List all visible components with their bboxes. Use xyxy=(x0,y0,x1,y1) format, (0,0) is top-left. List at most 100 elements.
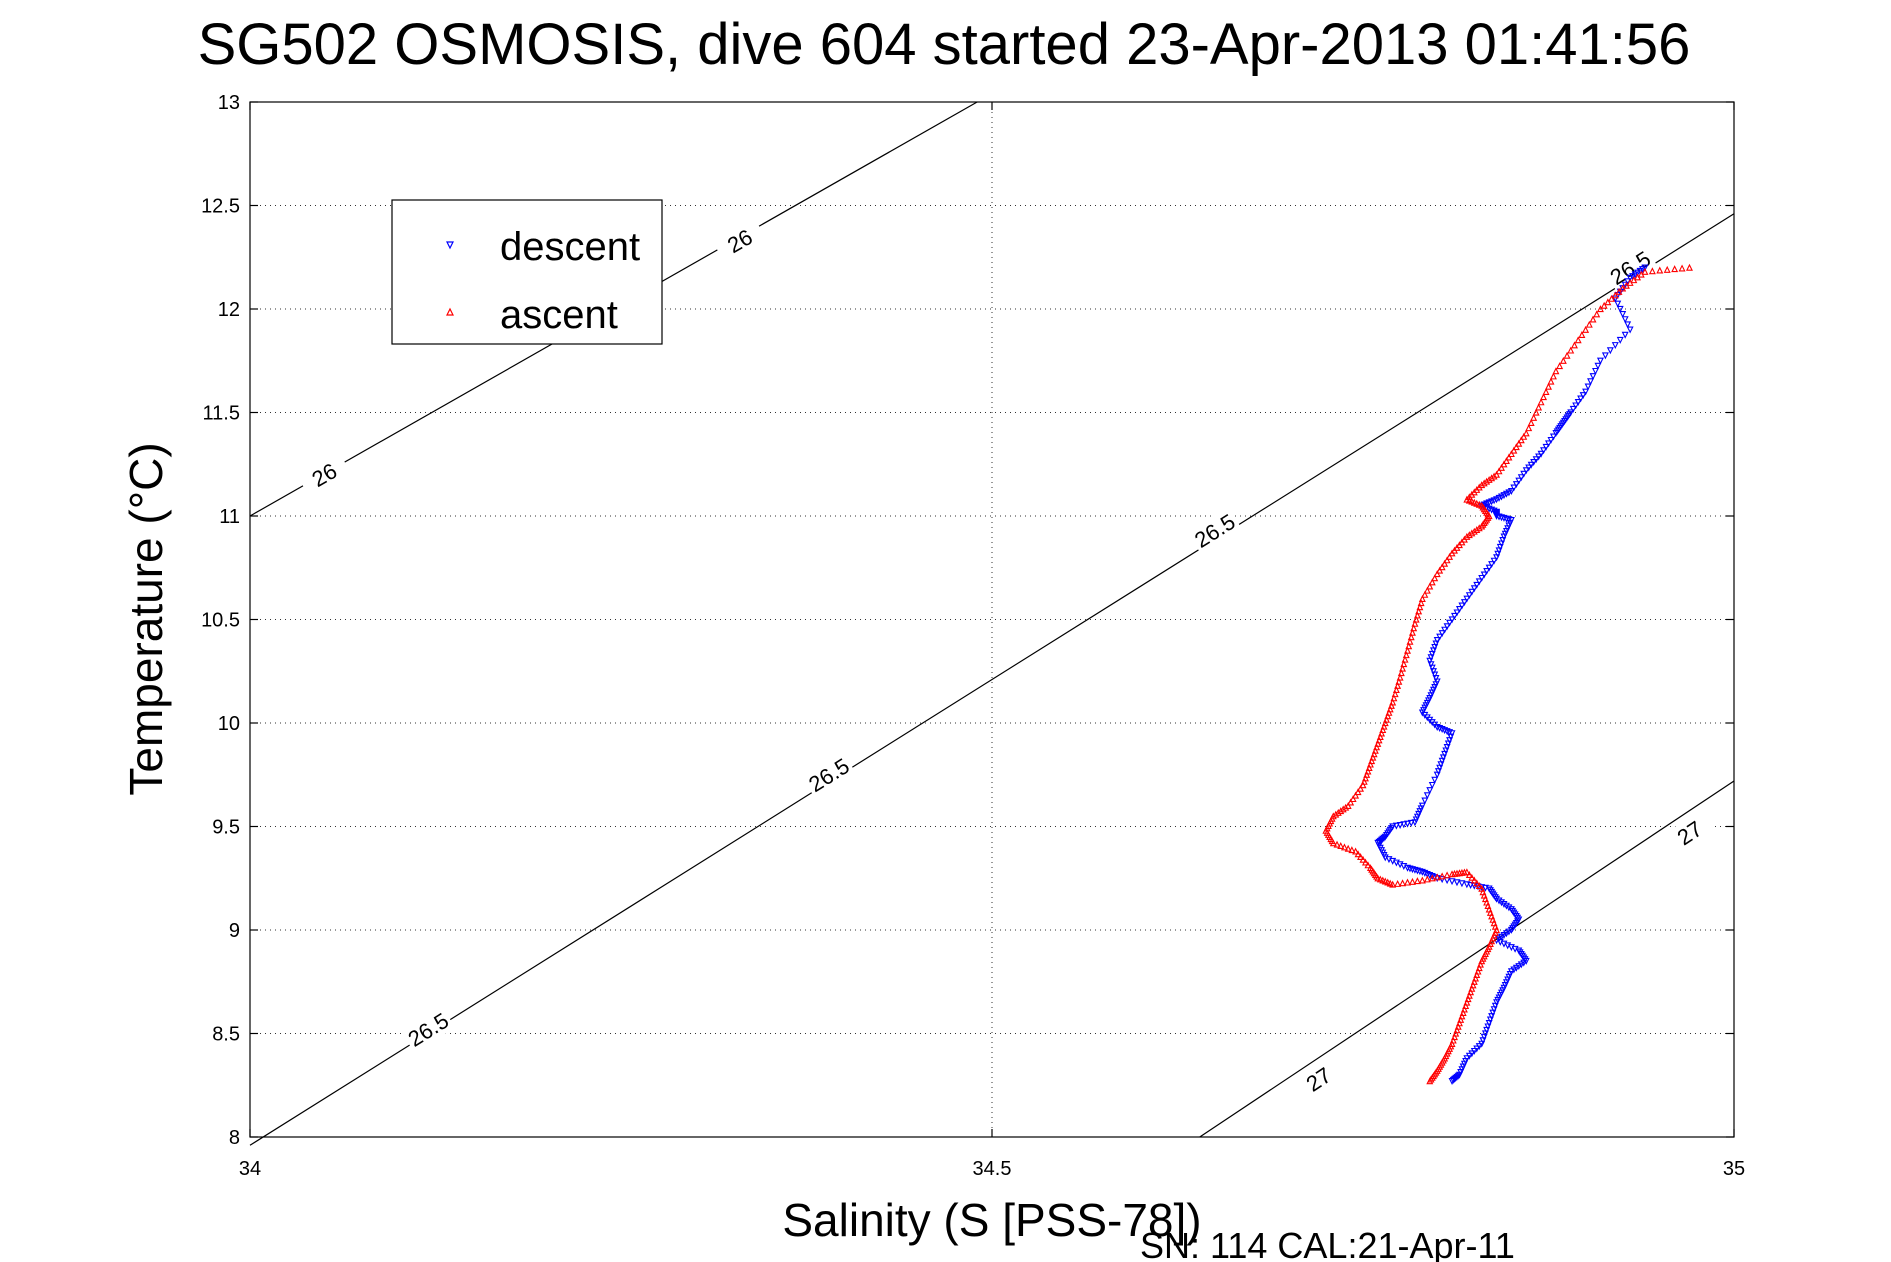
data-point-descent xyxy=(1502,930,1510,938)
data-point-ascent xyxy=(1443,556,1451,564)
data-point-descent xyxy=(1495,897,1503,905)
data-point-descent xyxy=(1490,497,1498,505)
data-point-descent xyxy=(1485,564,1493,572)
data-point-ascent xyxy=(1397,669,1405,677)
data-point-ascent xyxy=(1578,331,1586,339)
legend: descent ascent xyxy=(391,199,663,345)
data-point-ascent xyxy=(1401,655,1409,663)
data-point-descent xyxy=(1500,533,1508,541)
y-tick-label: 10.5 xyxy=(201,610,240,632)
data-point-ascent xyxy=(1600,301,1608,309)
data-point-descent xyxy=(1498,933,1505,941)
data-point-descent xyxy=(1465,592,1473,600)
data-point-ascent xyxy=(1329,839,1337,847)
data-point-ascent xyxy=(1648,267,1656,275)
data-point-descent xyxy=(1512,964,1520,972)
data-point-ascent xyxy=(1585,320,1593,328)
y-tick-label: 12.5 xyxy=(201,196,240,218)
data-point-descent xyxy=(1475,578,1483,586)
data-point-descent xyxy=(1638,266,1646,274)
data-point-descent xyxy=(1430,647,1437,655)
data-point-ascent xyxy=(1552,367,1560,375)
data-point-ascent xyxy=(1483,477,1491,485)
data-point-ascent xyxy=(1622,281,1630,289)
data-point-descent xyxy=(1490,1006,1498,1014)
data-point-ascent xyxy=(1540,393,1548,401)
data-point-ascent xyxy=(1478,522,1486,530)
data-point-ascent xyxy=(1641,267,1649,275)
data-point-ascent xyxy=(1348,846,1356,854)
data-point-ascent xyxy=(1611,291,1619,299)
data-point-ascent xyxy=(1478,481,1486,489)
data-point-descent xyxy=(1418,868,1426,876)
legend-label-descent: descent xyxy=(500,225,640,269)
data-point-ascent xyxy=(1451,546,1459,554)
data-point-ascent xyxy=(1656,266,1664,274)
y-tick-label: 11 xyxy=(219,506,240,528)
data-point-ascent xyxy=(1488,474,1496,482)
data-point-ascent xyxy=(1426,1077,1434,1085)
data-point-descent xyxy=(1624,321,1632,329)
data-point-descent xyxy=(1545,440,1552,448)
data-point-descent xyxy=(1611,342,1619,350)
data-point-ascent xyxy=(1537,398,1545,406)
data-point-descent xyxy=(1433,723,1441,731)
data-point-descent xyxy=(1520,470,1528,478)
data-point-descent xyxy=(1460,599,1468,607)
data-point-descent xyxy=(1458,880,1466,888)
data-point-descent xyxy=(1423,792,1431,800)
data-point-ascent xyxy=(1433,570,1441,578)
data-point-descent xyxy=(1619,311,1627,319)
data-point-descent xyxy=(1493,554,1501,562)
data-point-ascent xyxy=(1396,673,1404,681)
data-point-descent xyxy=(1438,630,1446,638)
data-point-ascent xyxy=(1468,529,1476,537)
data-point-ascent xyxy=(1400,660,1408,668)
data-point-ascent xyxy=(1500,460,1508,468)
data-point-ascent xyxy=(1389,880,1397,888)
data-point-ascent xyxy=(1515,439,1523,447)
series-descent xyxy=(1374,264,1649,1085)
data-point-ascent xyxy=(1630,276,1638,284)
data-point-descent xyxy=(1510,966,1518,974)
data-point-ascent xyxy=(1626,278,1634,286)
data-point-ascent xyxy=(1342,803,1350,811)
data-point-descent xyxy=(1404,820,1412,828)
data-point-descent xyxy=(1498,493,1505,501)
data-point-descent xyxy=(1494,550,1502,558)
data-point-descent xyxy=(1478,574,1486,582)
data-point-ascent xyxy=(1441,559,1449,567)
data-point-descent xyxy=(1448,1077,1456,1085)
y-tick-label: 8.5 xyxy=(212,1024,240,1046)
data-point-descent xyxy=(1426,657,1434,665)
data-point-descent xyxy=(1512,481,1520,489)
data-point-descent xyxy=(1458,602,1466,610)
data-point-ascent xyxy=(1493,470,1501,478)
data-point-descent xyxy=(1441,750,1449,758)
data-point-ascent xyxy=(1468,873,1476,881)
data-point-descent xyxy=(1486,1016,1494,1024)
data-point-ascent xyxy=(1408,628,1416,636)
data-point-ascent xyxy=(1520,432,1528,440)
data-point-ascent xyxy=(1470,527,1478,535)
x-tick-label: 34.5 xyxy=(973,1158,1012,1180)
data-point-descent xyxy=(1481,884,1489,892)
data-point-descent xyxy=(1488,498,1496,506)
data-point-descent xyxy=(1614,300,1622,308)
data-point-ascent xyxy=(1407,633,1415,641)
data-point-ascent xyxy=(1431,574,1439,582)
contour-label-background xyxy=(801,750,856,799)
data-point-descent xyxy=(1411,819,1419,827)
data-point-descent xyxy=(1436,633,1444,641)
data-point-ascent xyxy=(1332,810,1340,818)
data-point-descent xyxy=(1621,331,1629,339)
data-point-descent xyxy=(1621,316,1629,324)
data-point-ascent xyxy=(1475,483,1483,491)
data-point-descent xyxy=(1428,781,1436,789)
data-point-ascent xyxy=(1406,637,1414,645)
data-point-descent xyxy=(1432,674,1440,682)
data-point-ascent xyxy=(1390,694,1398,702)
y-tick-label: 9 xyxy=(229,920,240,942)
data-point-descent xyxy=(1421,797,1429,805)
